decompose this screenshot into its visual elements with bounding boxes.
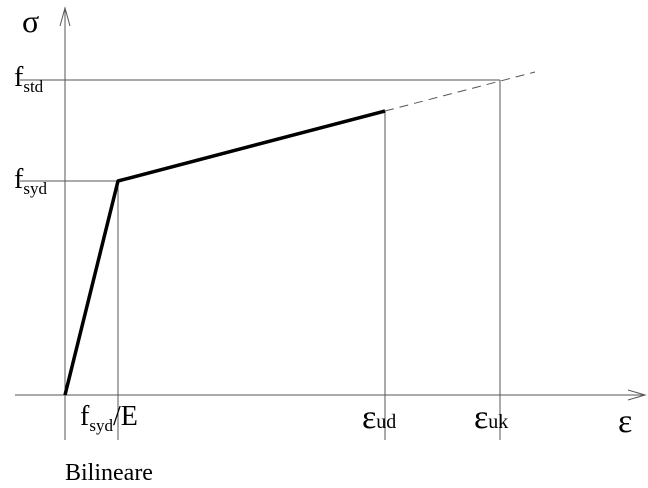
x-axis-label: ε xyxy=(618,403,632,440)
label-main: f xyxy=(80,401,90,432)
fsyd-label: fsyd xyxy=(14,164,47,198)
fstd-label: fstd xyxy=(14,62,44,96)
y-arrow xyxy=(59,6,71,27)
eud-label: εud xyxy=(362,399,396,436)
label-suffix: /E xyxy=(113,401,138,432)
label-sub: std xyxy=(23,77,43,96)
label-main: f xyxy=(14,164,24,195)
y-axis-label: σ xyxy=(22,3,39,39)
x-arrow xyxy=(627,389,647,401)
bilinear-curve xyxy=(63,109,386,396)
label-sub: uk xyxy=(488,411,508,433)
label-main: ε xyxy=(474,399,488,436)
label-main: ε xyxy=(362,399,376,436)
label-sub: ud xyxy=(376,411,396,433)
label-main: f xyxy=(14,62,24,93)
euk-label: εuk xyxy=(474,399,508,436)
dashed-extension xyxy=(384,71,536,112)
caption: Bilineare xyxy=(65,460,153,486)
label-sub: syd xyxy=(23,179,47,198)
label-sub: syd xyxy=(89,416,113,435)
fsyd-e-label: fsyd/E xyxy=(80,401,138,435)
